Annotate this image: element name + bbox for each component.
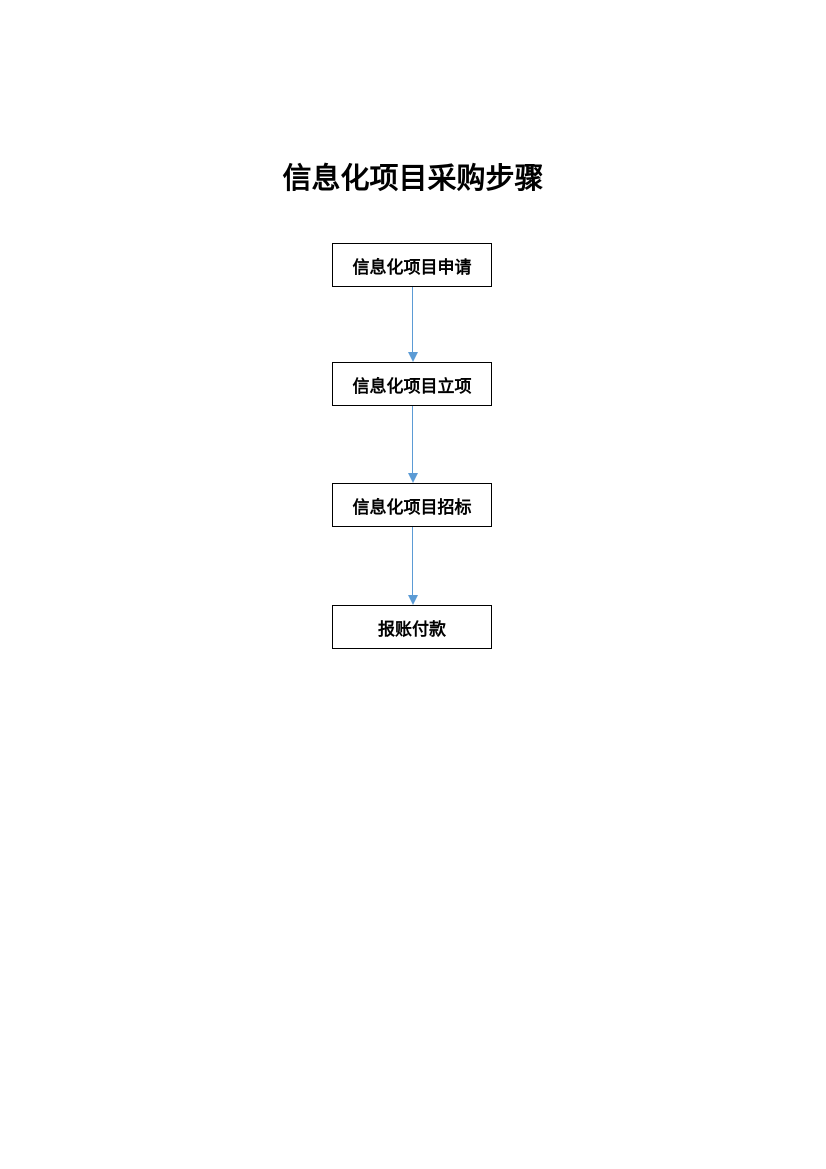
flowchart-arrow-1 [412,287,414,362]
node-label: 信息化项目申请 [353,253,472,278]
flowchart-arrow-2 [412,406,414,483]
arrow-line [412,527,413,597]
arrow-head-icon [408,595,418,605]
flowchart-node-step3: 信息化项目招标 [332,483,492,527]
node-label: 信息化项目立项 [353,372,472,397]
node-label: 信息化项目招标 [353,493,472,518]
flowchart-arrow-3 [412,527,414,605]
arrow-line [412,287,413,354]
node-label: 报账付款 [378,615,446,640]
flowchart-node-step2: 信息化项目立项 [332,362,492,406]
arrow-head-icon [408,352,418,362]
arrow-head-icon [408,473,418,483]
flowchart-node-step4: 报账付款 [332,605,492,649]
flowchart-node-step1: 信息化项目申请 [332,243,492,287]
arrow-line [412,406,413,475]
page-title: 信息化项目采购步骤 [0,155,826,197]
